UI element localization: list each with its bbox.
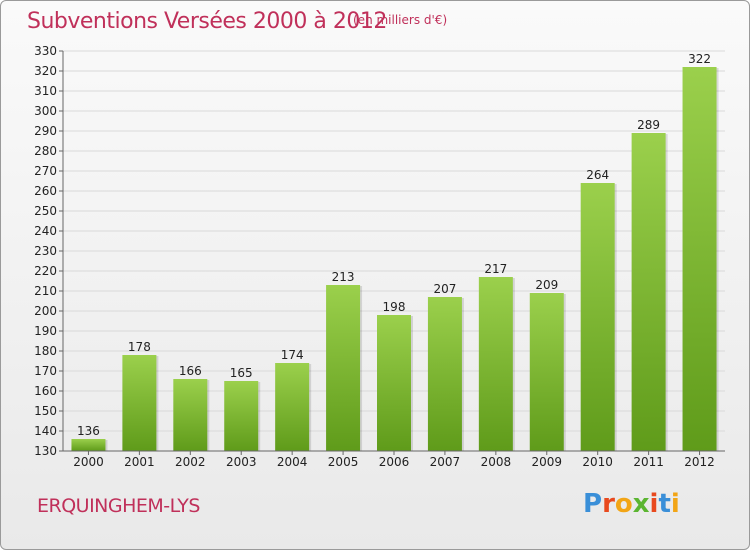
x-tick-label: 2000 [73,455,104,469]
x-tick-label: 2011 [633,455,664,469]
bar [275,363,310,451]
y-tick-label: 230 [34,244,57,258]
bar [478,277,513,451]
logo-letter: i [670,489,680,519]
logo-letter: r [602,489,615,519]
y-tick-label: 300 [34,104,57,118]
y-tick-label: 280 [34,144,57,158]
y-tick-label: 160 [34,384,57,398]
bars [71,67,719,451]
y-tick-label: 260 [34,184,57,198]
y-tick-label: 310 [34,84,57,98]
bar-value-label: 198 [383,300,406,314]
bar-value-label: 322 [688,52,711,66]
bar-value-label: 207 [433,282,456,296]
bar-value-label: 289 [637,118,660,132]
x-tick-label: 2007 [430,455,461,469]
y-tick-label: 330 [34,44,57,58]
bar-value-label: 209 [535,278,558,292]
bar-value-label: 213 [332,270,355,284]
x-tick-label: 2003 [226,455,257,469]
bar [173,379,208,451]
y-tick-label: 150 [34,404,57,418]
bar-value-label: 136 [77,424,100,438]
bar [529,293,564,451]
y-tick-label: 180 [34,344,57,358]
logo-letter: o [614,489,633,519]
bar [377,315,411,451]
x-tick-label: 2009 [531,455,562,469]
bar-value-label: 174 [281,348,304,362]
bar [580,183,615,451]
x-tick-label: 2005 [328,455,359,469]
y-tick-label: 140 [34,424,57,438]
y-tick-label: 320 [34,64,57,78]
bar-value-label: 178 [128,340,151,354]
chart-subtitle: (en milliers d'€) [353,13,448,27]
x-tick-label: 2006 [379,455,410,469]
x-tick-label: 2001 [124,455,155,469]
commune-name: ERQUINGHEM-LYS [37,495,200,517]
proxiti-logo[interactable]: Proxiti [583,489,680,519]
bar-value-label: 166 [179,364,202,378]
logo-letter: x [632,489,650,519]
x-tick-label: 2012 [684,455,715,469]
y-tick-label: 130 [34,444,57,458]
x-tick-label: 2004 [277,455,308,469]
bar [224,381,259,451]
y-tick-label: 270 [34,164,57,178]
logo-letter: P [583,489,603,519]
chart-title: Subventions Versées 2000 à 2012 [27,9,387,34]
bar-value-label: 264 [586,168,609,182]
y-tick-label: 170 [34,364,57,378]
y-tick-label: 290 [34,124,57,138]
bar [71,439,106,451]
bar [122,355,157,451]
x-tick-labels: 2000 2001 2002 2003 2004 2005 2006 2007 2008 2009… [73,451,715,469]
data-labels: 136 178 166 165 174 213 198 207 217 209 264 289 322 [77,52,711,438]
y-tick-labels: 130 140 150 160 170 180 190 200 210 220 230 240 250 2… [34,44,57,458]
x-tick-label: 2008 [481,455,512,469]
bar [326,285,361,451]
y-tick-label: 210 [34,284,57,298]
x-tick-label: 2002 [175,455,206,469]
y-tick-label: 220 [34,264,57,278]
logo-letter: i [649,489,659,519]
x-tick-label: 2010 [582,455,613,469]
bar [631,133,666,451]
y-tick-label: 250 [34,204,57,218]
y-tick-label: 240 [34,224,57,238]
bar [427,297,462,451]
bar [682,67,717,451]
y-tick-label: 190 [34,324,57,338]
logo-letter: t [658,489,671,519]
y-tick-label: 200 [34,304,57,318]
bar-value-label: 165 [230,366,253,380]
bar-value-label: 217 [484,262,507,276]
